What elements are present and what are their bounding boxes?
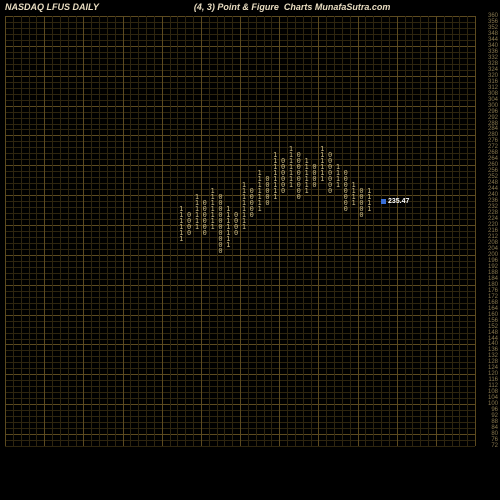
chart-container: NASDAQ LFUS DAILY (4, 3) Point & Figure … [0,0,500,500]
price-marker: 235.47 [381,198,409,205]
pnf-plot: 1111110000111111000000111111100000000001… [5,16,475,446]
title-source: Charts MunafaSutra.com [284,2,391,16]
marker-square-icon [381,199,386,204]
title-symbol: NASDAQ LFUS DAILY [5,2,99,16]
y-axis: 7276808488929610010410811211612012412813… [478,16,498,446]
title-bar: NASDAQ LFUS DAILY (4, 3) Point & Figure … [5,2,495,16]
marker-value: 235.47 [388,198,409,205]
title-params: (4, 3) Point & Figure [194,2,279,16]
